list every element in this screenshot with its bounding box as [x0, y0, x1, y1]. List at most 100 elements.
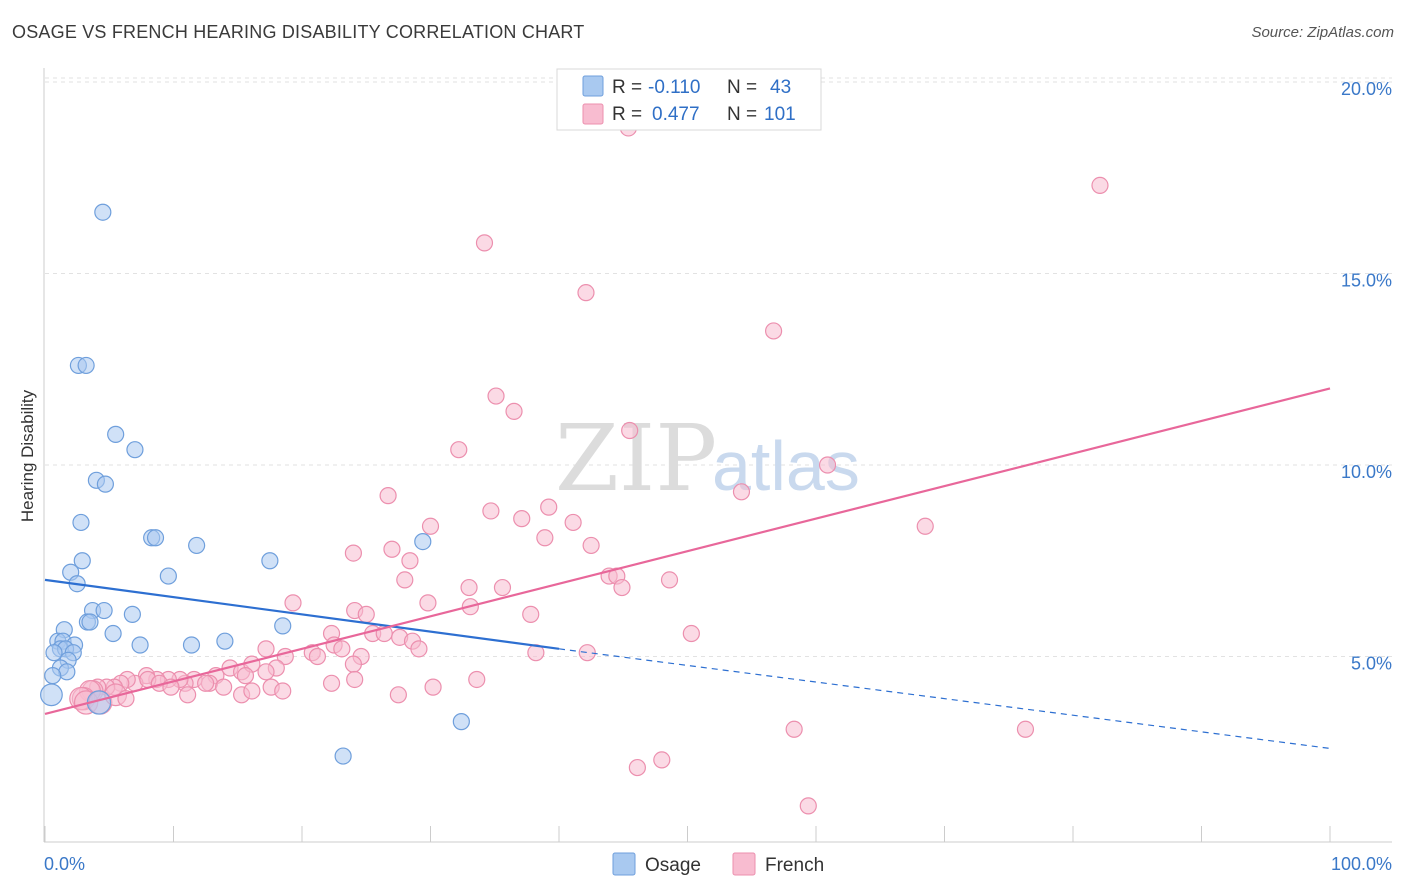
- legend-n-value-french: 101: [764, 104, 796, 125]
- french-point: [513, 510, 531, 528]
- french-point: [916, 517, 934, 535]
- french-point: [401, 552, 419, 570]
- osage-point: [58, 663, 76, 681]
- french-point: [215, 678, 233, 696]
- french-point: [536, 529, 554, 547]
- french-point: [493, 578, 512, 597]
- osage-point: [123, 605, 141, 623]
- french-point: [344, 544, 362, 562]
- osage-point: [261, 552, 279, 570]
- bottom-legend-osage: Osage: [645, 855, 701, 876]
- osage-point: [81, 613, 99, 631]
- french-point: [764, 322, 783, 340]
- x-tick-label-left: 0.0%: [44, 854, 85, 874]
- y-axis-label: Hearing Disability: [18, 389, 37, 522]
- french-point: [540, 498, 558, 516]
- osage-point: [73, 552, 91, 570]
- osage-point: [72, 513, 90, 532]
- osage-points: [40, 203, 470, 765]
- french-point: [1091, 176, 1109, 195]
- french-point: [197, 674, 215, 692]
- osage-point: [45, 644, 63, 662]
- osage-point: [188, 536, 206, 555]
- osage-point: [126, 441, 144, 459]
- legend-swatch-french: [582, 103, 604, 125]
- legend-r-value-osage: -0.110: [648, 77, 700, 98]
- y-tick-label: 10.0%: [1341, 462, 1392, 482]
- osage-point: [131, 636, 149, 654]
- osage-point: [414, 532, 432, 551]
- legend-swatch-osage: [582, 75, 604, 97]
- legend-r-label-french: R =: [612, 104, 642, 125]
- bottom-legend-swatch-osage: [612, 852, 636, 876]
- bottom-legend: Osage French: [612, 852, 824, 876]
- gridlines: 5.0% 10.0% 15.0% 20.0%: [45, 77, 1392, 674]
- trend-lines: [44, 387, 1331, 750]
- french-point: [475, 234, 494, 252]
- french-point: [613, 578, 631, 597]
- french-point: [732, 483, 751, 501]
- french-point: [1016, 720, 1035, 738]
- french-point: [505, 402, 523, 420]
- french-point: [424, 678, 442, 696]
- osage-trend-line: [44, 578, 560, 650]
- osage-point: [146, 529, 165, 547]
- chart-title: OSAGE VS FRENCH HEARING DISABILITY CORRE…: [12, 22, 585, 42]
- french-point: [682, 624, 700, 643]
- french-point: [421, 517, 440, 535]
- osage-point: [77, 356, 95, 375]
- osage-point: [216, 632, 234, 650]
- french-point: [257, 640, 275, 658]
- french-point: [577, 284, 595, 302]
- osage-point: [94, 203, 112, 221]
- legend-r-value-french: 0.477: [652, 104, 700, 125]
- watermark: ZIP atlas: [555, 405, 860, 512]
- french-point: [410, 640, 428, 658]
- osage-point: [96, 475, 114, 493]
- french-point: [450, 441, 468, 459]
- osage-point: [159, 567, 177, 585]
- legend-n-label-french: N =: [727, 104, 757, 125]
- french-point: [346, 670, 364, 689]
- french-point: [482, 502, 500, 520]
- osage-point: [44, 667, 62, 685]
- french-trend-line: [44, 387, 1331, 716]
- french-point: [460, 578, 478, 597]
- french-point: [396, 571, 414, 589]
- french-point: [628, 758, 646, 777]
- french-point: [333, 640, 351, 658]
- french-point: [785, 720, 803, 738]
- french-point: [179, 686, 197, 704]
- french-point: [357, 605, 375, 623]
- french-point: [468, 670, 486, 689]
- french-point: [236, 667, 255, 685]
- french-point: [243, 682, 261, 700]
- french-point: [660, 571, 679, 589]
- french-point: [308, 647, 327, 666]
- french-point: [799, 797, 817, 815]
- french-point: [389, 686, 407, 704]
- x-tick-label-right: 100.0%: [1331, 854, 1392, 874]
- osage-point: [104, 624, 122, 643]
- source-label: Source: ZipAtlas.com: [1251, 24, 1394, 41]
- french-point: [564, 513, 582, 532]
- axes: [43, 68, 1392, 843]
- french-point: [582, 536, 600, 555]
- osage-point: [107, 425, 125, 443]
- french-point: [322, 674, 341, 692]
- y-tick-label: 20.0%: [1341, 79, 1392, 99]
- french-point: [383, 540, 401, 558]
- bottom-legend-french: French: [765, 855, 824, 876]
- french-point: [578, 644, 596, 662]
- french-point: [274, 682, 292, 700]
- y-tick-label: 5.0%: [1351, 654, 1392, 674]
- osage-trend-extension: [558, 648, 1331, 750]
- french-point: [621, 421, 639, 440]
- osage-point: [95, 601, 113, 620]
- osage-point: [40, 683, 63, 707]
- french-point: [487, 387, 505, 405]
- french-point: [257, 663, 275, 681]
- osage-point: [182, 636, 201, 654]
- french-point: [284, 594, 302, 612]
- french-point: [818, 456, 837, 474]
